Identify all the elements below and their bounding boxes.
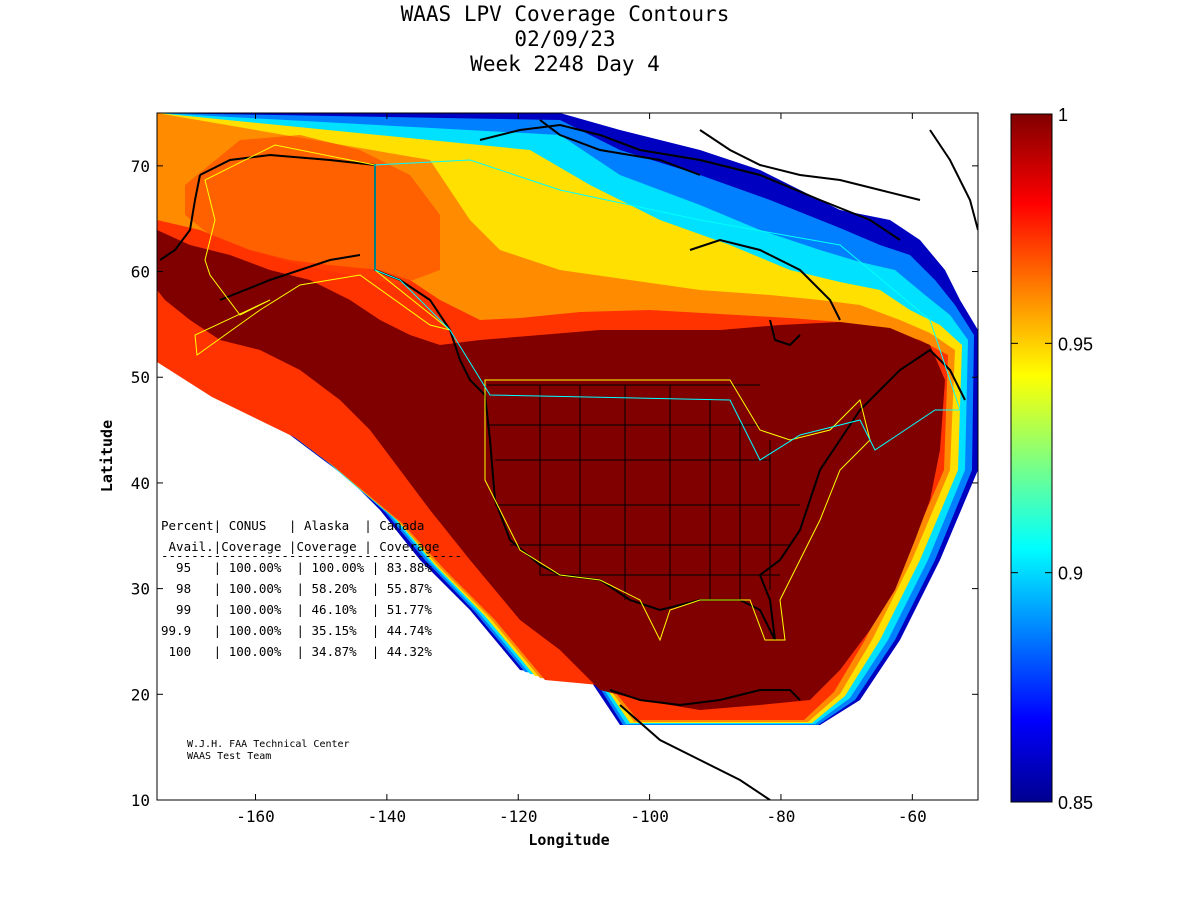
table-row: 98 | 100.00% | 58.20% | 55.87% [161, 581, 432, 596]
colorbar-tick-label: 0.95 [1058, 334, 1093, 354]
colorbar-tick-label: 0.85 [1058, 793, 1093, 813]
plot-frame [156, 112, 979, 801]
x-tick-label: -100 [630, 807, 669, 826]
credit-line-1: W.J.H. FAA Technical Center [187, 739, 350, 750]
colorbar-tick-label: 0.9 [1058, 564, 1083, 584]
colorbar-tick-label: 1 [1058, 105, 1068, 125]
chart-week: Week 2248 Day 4 [470, 52, 660, 76]
table-row: 99 | 100.00% | 46.10% | 51.77% [161, 602, 432, 617]
colorbar [1010, 113, 1053, 803]
x-tick-label: -60 [898, 807, 927, 826]
table-header-2: Avail.|Coverage |Coverage | Coverage [161, 539, 439, 554]
credit-line-2: WAAS Test Team [187, 751, 271, 762]
y-axis-label: Latitude [98, 420, 116, 492]
fir-boundaries [194, 144, 961, 642]
colorbar-ticks: 0.85 0.9 0.95 1 [1011, 105, 1093, 813]
x-tick-label: -120 [499, 807, 538, 826]
y-tick-label: 10 [131, 791, 150, 810]
y-tick-label: 40 [131, 474, 150, 493]
state-borders [487, 384, 800, 600]
chart-date: 02/09/23 [514, 27, 616, 51]
y-tick-label: 60 [131, 263, 150, 282]
table-header-1: Percent| CONUS | Alaska | Canada [161, 518, 424, 533]
y-tick-label: 30 [131, 580, 150, 599]
table-separator: ---------------------------------------- [161, 548, 462, 563]
y-axis: 10 20 30 40 50 60 70 [131, 157, 978, 810]
table-row: 95 | 100.00% | 100.00% | 83.88% [161, 560, 432, 575]
x-tick-label: -80 [767, 807, 796, 826]
coverage-table: Percent| CONUS | Alaska | Canada Avail.|… [161, 518, 462, 659]
alaska-high-band [185, 135, 440, 285]
chart-title: WAAS LPV Coverage Contours [400, 2, 730, 26]
y-tick-label: 50 [131, 368, 150, 387]
x-tick-label: -160 [236, 807, 275, 826]
y-tick-label: 70 [131, 157, 150, 176]
x-tick-label: -140 [368, 807, 407, 826]
contour-1.0 [157, 230, 945, 710]
coastlines [159, 119, 978, 800]
x-axis: -160 -140 -120 -100 -80 -60 [236, 113, 927, 826]
x-axis-label: Longitude [528, 831, 609, 849]
y-tick-label: 20 [131, 685, 150, 704]
table-row: 100 | 100.00% | 34.87% | 44.32% [161, 644, 432, 659]
table-row: 99.9 | 100.00% | 35.15% | 44.74% [161, 623, 432, 638]
